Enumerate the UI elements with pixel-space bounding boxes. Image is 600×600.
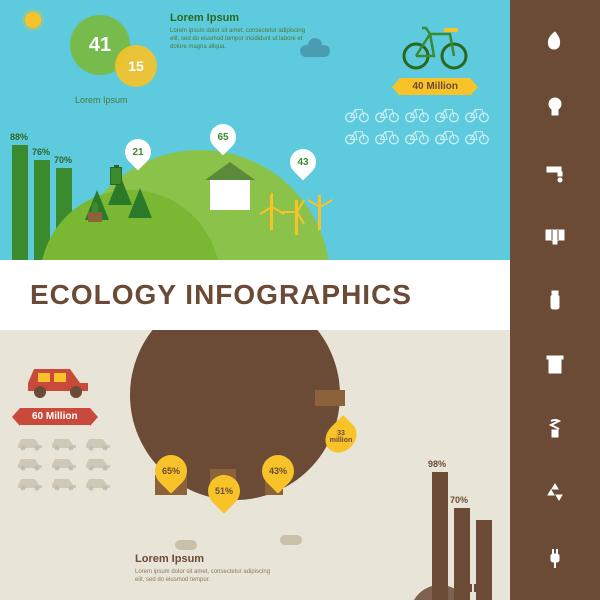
plant-icon [88,212,102,222]
bulb-icon [543,95,567,119]
house-icon [210,180,250,210]
bin-icon [543,352,567,376]
bottle-icon [543,288,567,312]
car-icon [20,355,95,405]
cloud-icon [175,540,197,550]
recycle-icon [543,481,567,505]
cloud-icon [300,45,330,57]
car-grid [15,435,113,491]
faucet-icon [315,390,345,406]
bike-grid [344,105,490,145]
battery-icon [110,167,122,185]
plug-icon [543,546,567,570]
brown-bars: 98% 70% [432,472,492,600]
bottom-panel: 60 Million ☢ 65% 51% 43% 33 million Lore… [0,330,510,600]
top-panel: 88% 76% 70% 41 15 Lorem Ipsum Lorem Ipsu… [0,0,510,260]
page-title: ECOLOGY INFOGRAPHICS [30,279,412,311]
icon-sidebar [510,0,600,600]
leaf-icon [543,30,567,54]
title-band: ECOLOGY INFOGRAPHICS [0,260,510,330]
cfl-icon [543,417,567,441]
bike-banner: 40 Million [400,78,470,95]
rain-icon [462,584,480,592]
cloud-icon [280,535,302,545]
bike-icon [400,20,470,75]
solar-icon [543,224,567,248]
top-text: Lorem Ipsum Lorem ipsum dolor sit amet, … [170,12,310,51]
bottom-text: Lorem Ipsum Lorem ipsum dolor sit amet, … [135,553,275,585]
sun-icon [25,12,41,28]
car-banner: 60 Million [20,408,90,425]
faucet-icon [543,159,567,183]
